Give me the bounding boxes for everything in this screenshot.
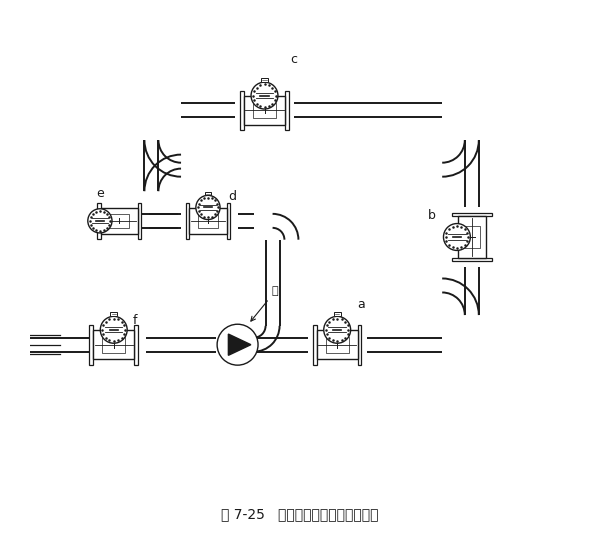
- Bar: [101, 208, 138, 233]
- Circle shape: [100, 317, 127, 343]
- Circle shape: [443, 224, 470, 250]
- Bar: [134, 325, 138, 364]
- Bar: [316, 330, 358, 359]
- Circle shape: [88, 209, 112, 233]
- Bar: [93, 330, 134, 359]
- Bar: [464, 226, 480, 249]
- Circle shape: [251, 82, 278, 109]
- Text: e: e: [96, 188, 104, 200]
- Text: 泵: 泵: [251, 286, 279, 321]
- Bar: [186, 203, 189, 239]
- Bar: [97, 203, 101, 239]
- Bar: [110, 312, 117, 317]
- Bar: [189, 208, 226, 233]
- Bar: [102, 337, 125, 353]
- Bar: [334, 312, 341, 317]
- Bar: [358, 325, 361, 364]
- Bar: [452, 258, 492, 261]
- Circle shape: [217, 324, 258, 365]
- Bar: [240, 90, 244, 131]
- Text: b: b: [428, 209, 435, 222]
- Bar: [205, 191, 211, 195]
- Circle shape: [196, 195, 220, 220]
- Text: 图 7-25   电磁流量计传感器安装位置: 图 7-25 电磁流量计传感器安装位置: [221, 508, 378, 521]
- Bar: [261, 78, 268, 82]
- Bar: [452, 213, 492, 217]
- Bar: [253, 103, 276, 118]
- Bar: [138, 203, 141, 239]
- Text: a: a: [358, 298, 365, 311]
- Bar: [198, 214, 218, 228]
- Bar: [326, 337, 349, 353]
- Bar: [89, 325, 93, 364]
- Text: f: f: [133, 314, 138, 327]
- Text: d: d: [228, 190, 236, 203]
- Bar: [313, 325, 316, 364]
- Bar: [244, 96, 285, 125]
- Bar: [285, 90, 289, 131]
- Bar: [109, 214, 129, 228]
- Bar: [226, 203, 230, 239]
- Bar: [458, 217, 486, 258]
- Circle shape: [323, 317, 350, 343]
- Polygon shape: [228, 334, 251, 355]
- Text: c: c: [291, 53, 298, 66]
